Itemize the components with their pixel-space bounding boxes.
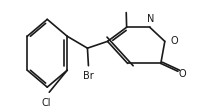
- Text: N: N: [146, 14, 153, 24]
- Text: Br: Br: [83, 71, 93, 80]
- Text: O: O: [178, 68, 186, 78]
- Text: Cl: Cl: [41, 97, 51, 107]
- Text: O: O: [170, 36, 177, 45]
